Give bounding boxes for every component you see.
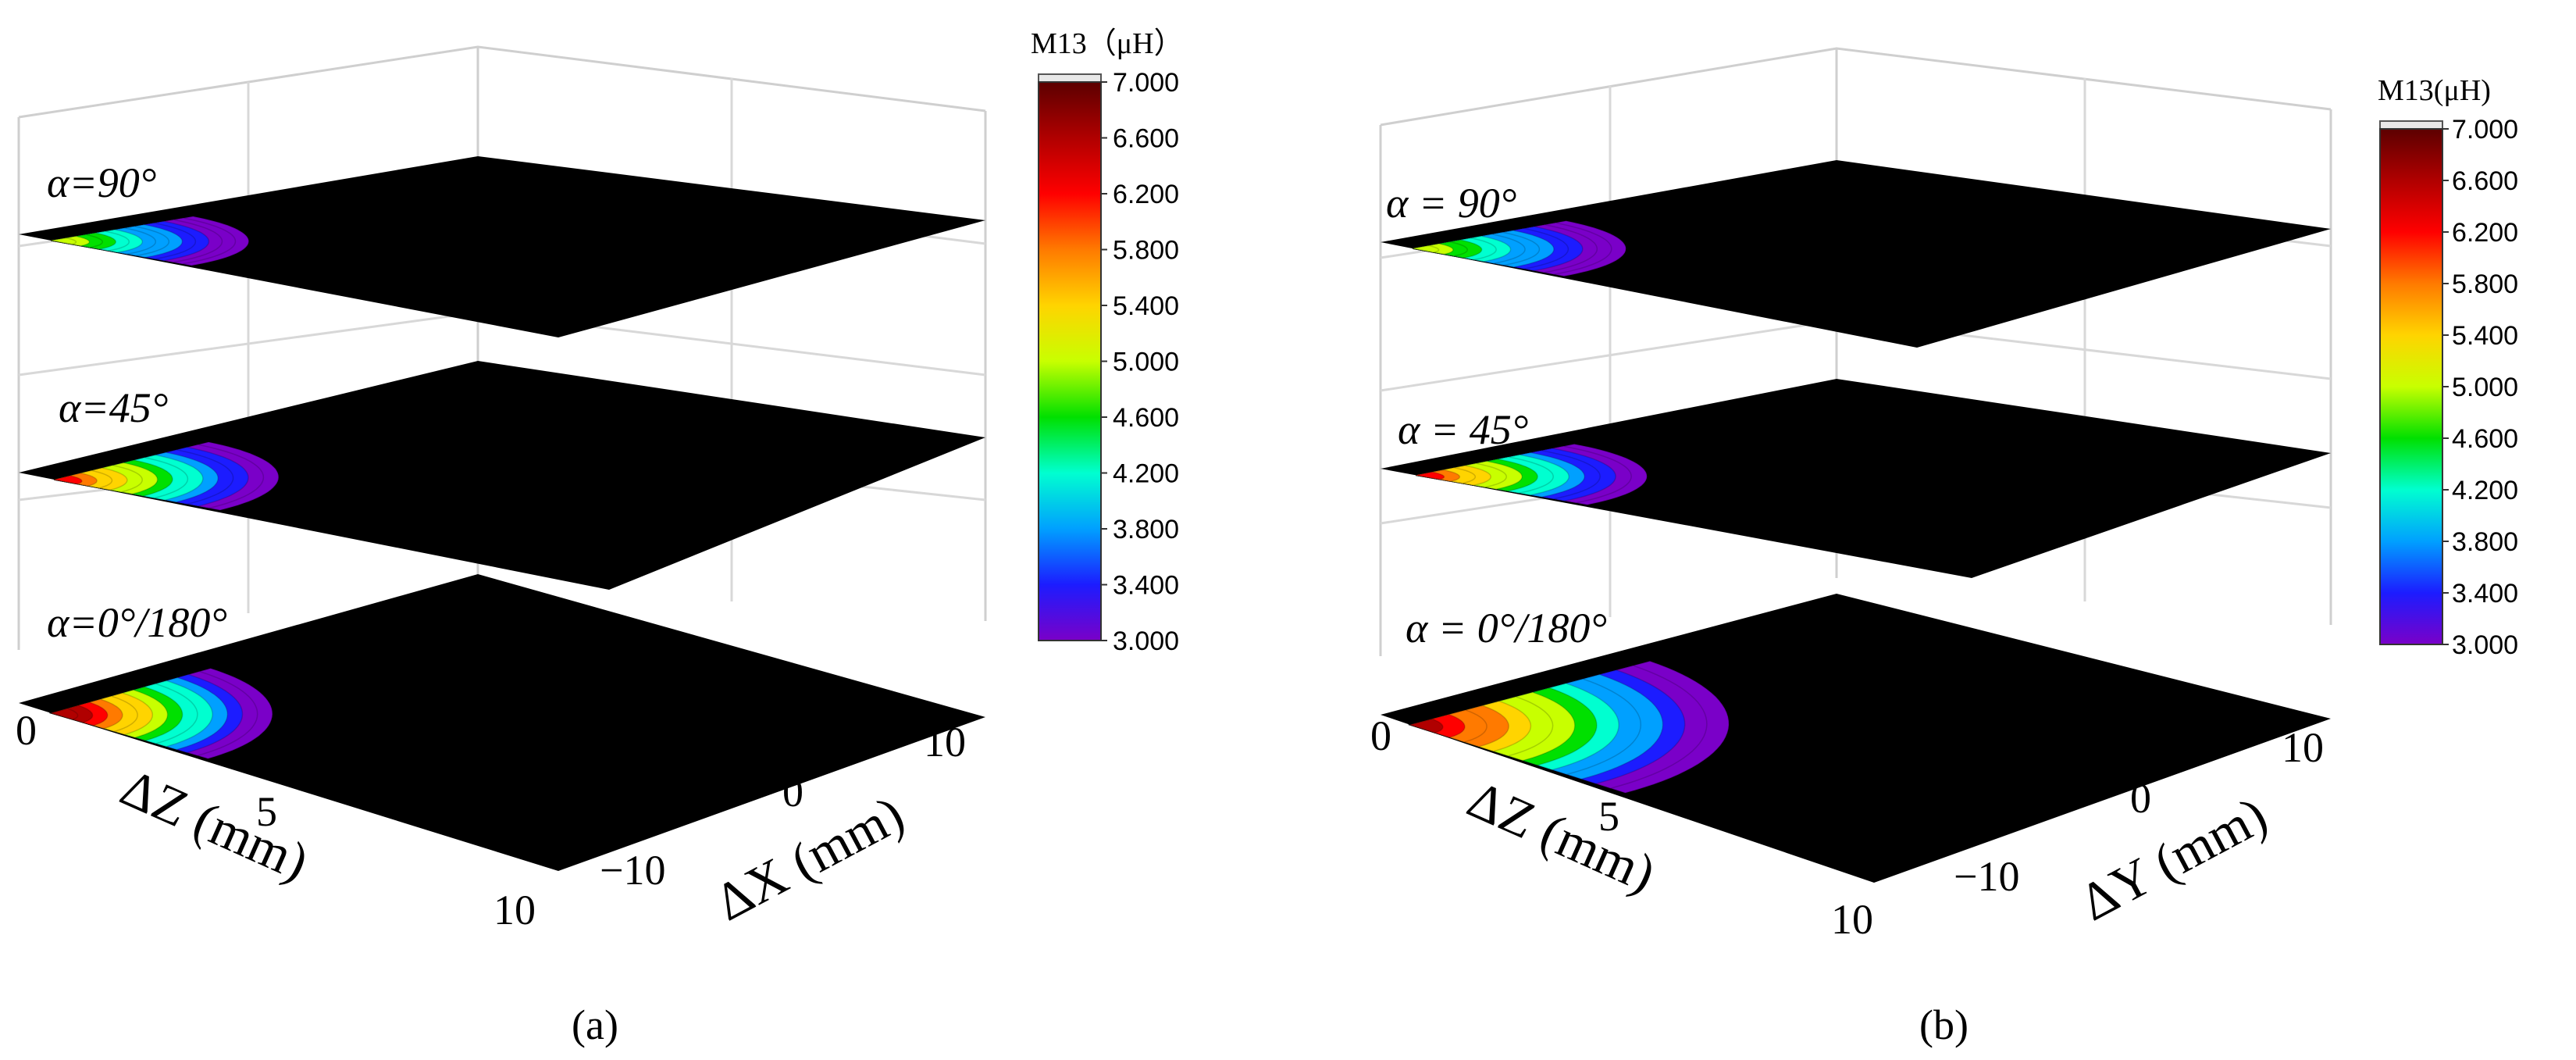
y-tick-a-1: 0 bbox=[782, 769, 803, 816]
x-tick-a-1: 5 bbox=[256, 788, 277, 835]
colorbar-tick-label: 3.000 bbox=[1113, 626, 1179, 656]
y-tick-a-2: 10 bbox=[924, 719, 966, 766]
layer-label-b-1: α = 45° bbox=[1398, 406, 1528, 453]
contour-layer bbox=[1381, 594, 2331, 883]
panel-b: α = 90° α = 45° α = 0°/180° 0 5 10 ΔZ (m… bbox=[1370, 47, 2518, 1048]
panel-a: α=90° α=45° α=0°/180° 0 5 10 ΔZ (mm) −10… bbox=[16, 27, 1184, 1048]
x-tick-b-2: 10 bbox=[1831, 896, 1873, 943]
colorbar-tick-label: 4.200 bbox=[1113, 459, 1179, 489]
colorbar-tick-label: 4.600 bbox=[2452, 424, 2518, 454]
x-tick-a-0: 0 bbox=[16, 707, 37, 754]
colorbar-tick-label: 6.600 bbox=[2452, 166, 2518, 196]
y-tick-b-0: −10 bbox=[1954, 853, 2019, 900]
colorbar-a: 7.000 6.600 6.200 5.800 5.400 5.000 4.600 4.200… bbox=[1038, 68, 1179, 656]
layer-label-a-1: α=45° bbox=[59, 384, 168, 431]
x-tick-b-1: 5 bbox=[1598, 793, 1619, 840]
y-tick-b-1: 0 bbox=[2130, 775, 2151, 822]
panel-a-layers bbox=[19, 156, 985, 871]
panel-b-box-grid bbox=[1379, 47, 2332, 656]
colorbar-tick-label: 4.200 bbox=[2452, 476, 2518, 505]
colorbar-tick-label: 6.200 bbox=[2452, 218, 2518, 248]
contour-layer bbox=[19, 574, 985, 871]
plane bbox=[1381, 379, 2331, 578]
plane bbox=[1381, 594, 2331, 883]
colorbar-b: 7.000 6.600 6.200 5.800 5.400 5.000 4.600 4.200… bbox=[2379, 115, 2518, 660]
y-tick-b-2: 10 bbox=[2282, 724, 2324, 771]
plane bbox=[19, 156, 985, 337]
colorbar-tick-label: 5.400 bbox=[1113, 291, 1179, 321]
colorbar-gradient bbox=[2379, 128, 2443, 645]
layer-label-b-0: α = 90° bbox=[1386, 180, 1516, 227]
contour-layer bbox=[1381, 160, 2331, 348]
contour-band bbox=[54, 475, 83, 485]
colorbar-tick-label: 7.000 bbox=[1113, 68, 1179, 98]
plane bbox=[19, 361, 985, 590]
plane bbox=[1381, 160, 2331, 348]
colorbar-tick-label: 5.800 bbox=[1113, 236, 1179, 266]
layer-label-b-2: α = 0°/180° bbox=[1406, 605, 1607, 651]
contour-band bbox=[51, 237, 77, 245]
contour-band bbox=[1413, 244, 1440, 253]
panel-label-a: (a) bbox=[572, 1001, 618, 1048]
colorbar-cap bbox=[2379, 120, 2443, 130]
colorbar-tick-label: 3.400 bbox=[1113, 571, 1179, 601]
layer-label-a-0: α=90° bbox=[47, 159, 156, 206]
colorbar-tick-label: 5.400 bbox=[2452, 321, 2518, 351]
colorbar-tick-label: 3.800 bbox=[1113, 515, 1179, 544]
y-axis-title-b: ΔY (mm) bbox=[2070, 785, 2276, 932]
colorbar-tick-label: 7.000 bbox=[2452, 115, 2518, 145]
colorbar-tick-label: 6.600 bbox=[1113, 124, 1179, 154]
panel-label-b: (b) bbox=[1919, 1001, 1969, 1048]
contour-layer bbox=[1381, 379, 2331, 578]
colorbar-tick-label: 5.800 bbox=[2452, 269, 2518, 299]
x-tick-b-0: 0 bbox=[1370, 712, 1391, 759]
colorbar-tick-label: 4.600 bbox=[1113, 403, 1179, 433]
contour-layer bbox=[19, 361, 985, 590]
colorbar-tick-label: 3.800 bbox=[2452, 527, 2518, 557]
plane bbox=[19, 574, 985, 871]
colorbar-tick-label: 5.000 bbox=[1113, 348, 1179, 377]
colorbar-cap bbox=[1038, 73, 1102, 83]
contour-band bbox=[48, 708, 79, 720]
layer-label-a-2: α=0°/180° bbox=[47, 599, 227, 646]
colorbar-tick-label: 3.000 bbox=[2452, 630, 2518, 660]
colorbar-tick-label: 3.400 bbox=[2452, 579, 2518, 609]
contour-layer bbox=[19, 156, 985, 337]
contour-band bbox=[1408, 718, 1444, 733]
colorbar-title-a: M13（μH） bbox=[1031, 27, 1184, 60]
colorbar-tick-label: 5.000 bbox=[2452, 373, 2518, 402]
colorbar-gradient bbox=[1038, 81, 1102, 641]
colorbar-tick-label: 6.200 bbox=[1113, 180, 1179, 209]
y-tick-a-0: −10 bbox=[600, 847, 665, 894]
x-tick-a-2: 10 bbox=[493, 887, 536, 933]
colorbar-title-b: M13(μH) bbox=[2378, 74, 2491, 107]
contour-band bbox=[1416, 471, 1445, 480]
panel-b-layers bbox=[1381, 160, 2331, 883]
